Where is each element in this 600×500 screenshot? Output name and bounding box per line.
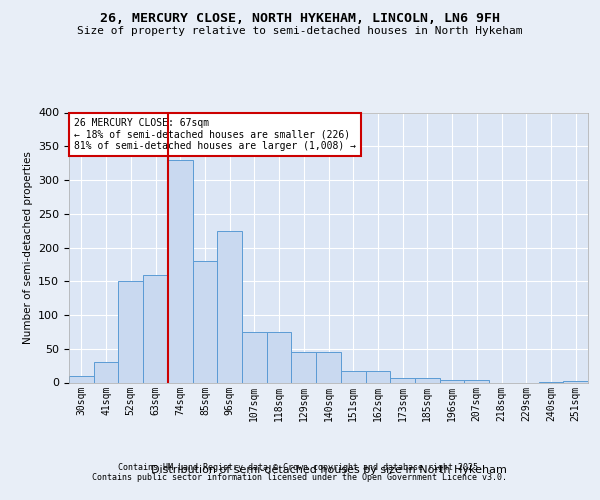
Bar	[341, 371, 365, 382]
Text: 26 MERCURY CLOSE: 67sqm
← 18% of semi-detached houses are smaller (226)
81% of s: 26 MERCURY CLOSE: 67sqm ← 18% of semi-de…	[74, 118, 356, 151]
Bar	[292, 352, 316, 382]
Bar	[365, 371, 390, 382]
Bar	[94, 362, 118, 382]
Bar	[168, 160, 193, 382]
Text: 26, MERCURY CLOSE, NORTH HYKEHAM, LINCOLN, LN6 9FH: 26, MERCURY CLOSE, NORTH HYKEHAM, LINCOL…	[100, 12, 500, 26]
Text: Contains HM Land Registry data © Crown copyright and database right 2025.: Contains HM Land Registry data © Crown c…	[118, 462, 482, 471]
X-axis label: Distribution of semi-detached houses by size in North Hykeham: Distribution of semi-detached houses by …	[151, 465, 506, 475]
Y-axis label: Number of semi-detached properties: Number of semi-detached properties	[23, 151, 32, 344]
Bar	[69, 376, 94, 382]
Bar	[464, 380, 489, 382]
Bar	[415, 378, 440, 382]
Bar	[193, 261, 217, 382]
Bar	[390, 378, 415, 382]
Bar	[242, 332, 267, 382]
Bar	[118, 281, 143, 382]
Bar	[440, 380, 464, 382]
Bar	[316, 352, 341, 382]
Text: Contains public sector information licensed under the Open Government Licence v3: Contains public sector information licen…	[92, 472, 508, 482]
Bar	[143, 274, 168, 382]
Text: Size of property relative to semi-detached houses in North Hykeham: Size of property relative to semi-detach…	[77, 26, 523, 36]
Bar	[217, 230, 242, 382]
Bar	[267, 332, 292, 382]
Bar	[563, 381, 588, 382]
